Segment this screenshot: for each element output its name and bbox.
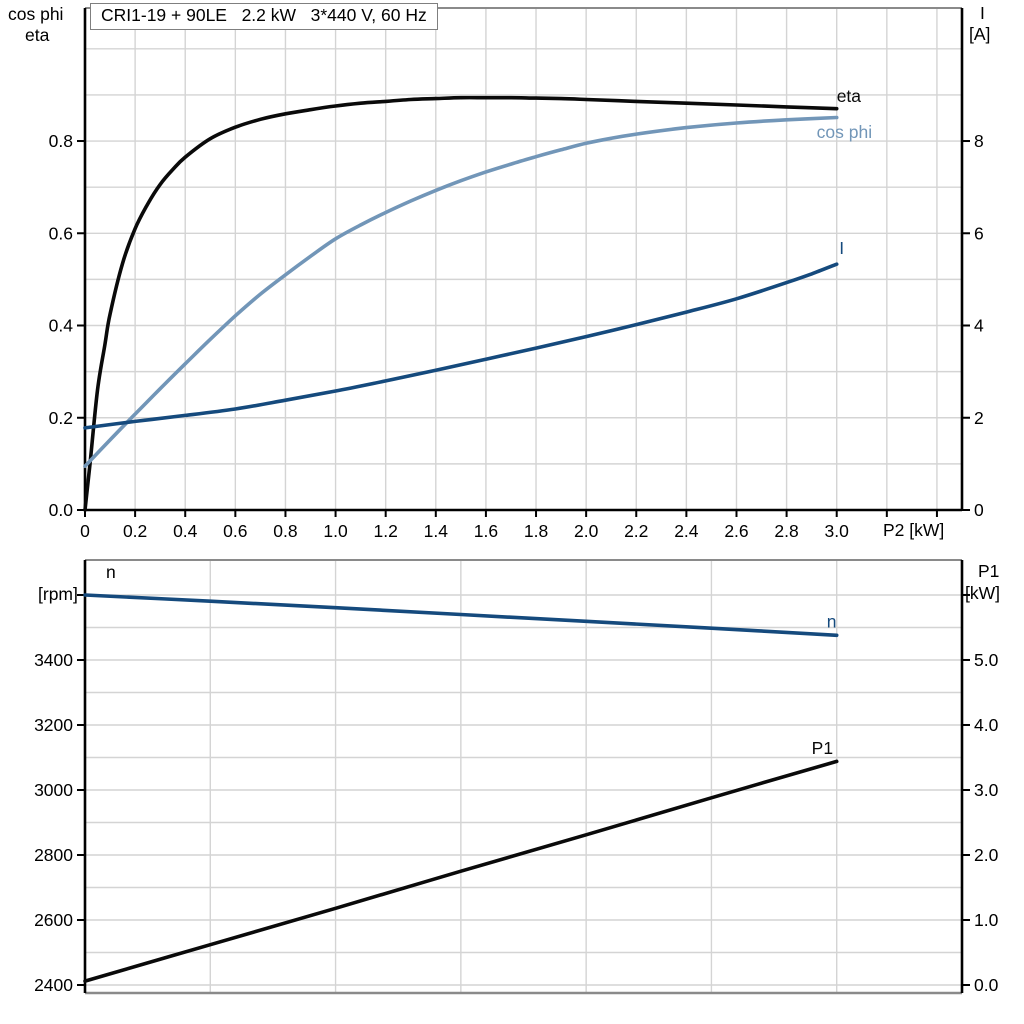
p1-curve — [83, 759, 839, 983]
left-axis-label-eta: eta — [25, 25, 50, 45]
gridlines — [85, 560, 962, 993]
left-tick-label: 2400 — [34, 975, 73, 995]
right-tick-label: 1.0 — [974, 910, 999, 930]
left-axis-label-speed: n — [106, 562, 116, 582]
x-tick-label: 0.2 — [123, 521, 147, 541]
left-tick-label: 3200 — [34, 715, 73, 735]
eta-curve-label: eta — [837, 86, 862, 106]
chart-0: 0 0.2 0.4 0.6 0.8 1.0 1.2 1.4 1.6 1.8 2.0 2.2 2.4 2.6… — [49, 7, 984, 541]
i-curve-label: I — [839, 238, 844, 258]
x-tick-label: 2.2 — [624, 521, 648, 541]
x-tick-label: 1.0 — [323, 521, 348, 541]
gridlines — [85, 8, 962, 510]
right-tick-label: 4 — [974, 316, 984, 336]
right-tick-label: 3.0 — [974, 780, 999, 800]
x-tick-label: 2.8 — [774, 521, 798, 541]
x-tick-label: 1.2 — [374, 521, 398, 541]
chart-1: 2400 2600 2800 3000 3200 3400 0.0 1.0 2.0 3.0 4.0 5… — [34, 559, 999, 995]
x-tick-label: 0.4 — [173, 521, 198, 541]
right-tick-label: 2 — [974, 408, 984, 428]
x-tick-label: 1.6 — [474, 521, 498, 541]
x-tick-label: 1.4 — [424, 521, 449, 541]
right-axis-label-current: I — [980, 3, 985, 23]
left-axis-label-speed-unit: [rpm] — [38, 584, 78, 604]
right-tick-label: 8 — [974, 131, 984, 151]
right-tick-label: 6 — [974, 223, 984, 243]
right-tick-label: 0.0 — [974, 975, 999, 995]
right-axis-label-power: P1 — [978, 561, 1000, 581]
x-tick-label: 3.0 — [825, 521, 850, 541]
cos-phi-curve — [83, 115, 839, 468]
x-axis-label: P2 [kW] — [883, 520, 945, 540]
right-tick-label: 2.0 — [974, 845, 999, 865]
p1-curve-label: P1 — [812, 738, 833, 758]
i-curve — [83, 262, 839, 430]
left-tick-label: 3000 — [34, 780, 73, 800]
right-tick-label: 4.0 — [974, 715, 999, 735]
right-tick-label: 5.0 — [974, 650, 999, 670]
right-axis-label-power-unit: [kW] — [965, 583, 1000, 603]
left-tick-label: 0.0 — [49, 500, 74, 520]
x-tick-label: 1.8 — [524, 521, 548, 541]
n-curve — [83, 593, 839, 638]
x-tick-label: 2.4 — [674, 521, 699, 541]
right-axis-label-current-unit: [A] — [969, 24, 991, 44]
left-tick-label: 0.4 — [49, 316, 74, 336]
left-tick-label: 2800 — [34, 845, 73, 865]
cos-phi-curve-label: cos phi — [817, 122, 872, 142]
x-tick-label: 0.8 — [273, 521, 297, 541]
x-tick-label: 2.6 — [724, 521, 748, 541]
right-tick-label: 0 — [974, 500, 984, 520]
x-tick-label: 2.0 — [574, 521, 599, 541]
chart-title-box: CRI1-19 + 90LE 2.2 kW 3*440 V, 60 Hz — [90, 3, 438, 30]
left-tick-label: 0.2 — [49, 408, 73, 428]
x-tick-label: 0 — [80, 521, 90, 541]
x-tick-label: 0.6 — [223, 521, 247, 541]
chart-title: CRI1-19 + 90LE 2.2 kW 3*440 V, 60 Hz — [101, 5, 427, 25]
left-tick-label: 3400 — [34, 650, 73, 670]
left-tick-label: 0.8 — [49, 131, 73, 151]
left-axis-label-cosphi: cos phi — [8, 4, 64, 24]
n-curve-label: n — [827, 612, 837, 632]
left-tick-label: 0.6 — [49, 223, 73, 243]
left-tick-label: 2600 — [34, 910, 73, 930]
eta-curve — [83, 95, 839, 512]
